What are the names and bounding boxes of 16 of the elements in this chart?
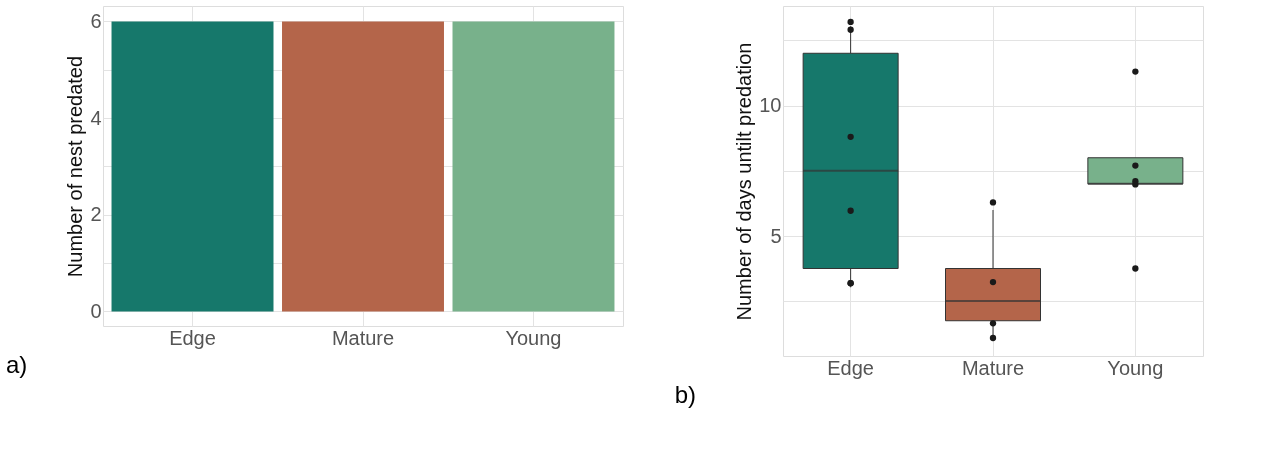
x-tick-label: Mature (331, 326, 395, 349)
y-axis-title: Number of days untilt predation (733, 42, 756, 321)
y-tick-label: 5 (770, 224, 782, 247)
x-tick-label: Mature (961, 356, 1025, 379)
y-tick-label: 2 (90, 203, 102, 226)
x-tick-label: Young (1107, 356, 1164, 379)
x-tick-label: Young (505, 326, 562, 349)
x-tick-label: Edge (827, 356, 874, 379)
x-tick-label: Edge (169, 326, 216, 349)
y-tick-label: 0 (90, 300, 102, 322)
y-axis-title: Number of nest predated (64, 55, 87, 278)
y-tick-label: 6 (90, 9, 102, 32)
y-tick-label: 10 (759, 94, 782, 117)
text: b) (674, 381, 697, 408)
y-tick-label: 4 (90, 106, 102, 129)
text: a) (5, 351, 28, 378)
